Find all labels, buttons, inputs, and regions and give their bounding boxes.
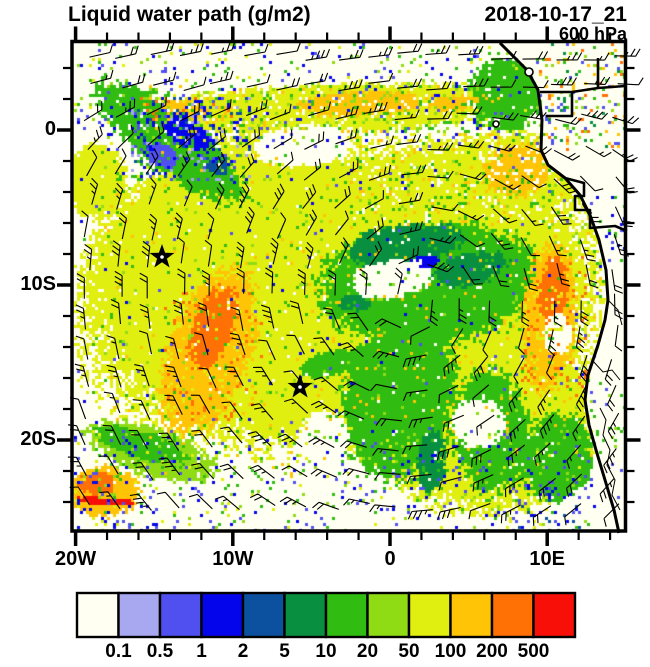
x-tick-label: 0 — [384, 548, 396, 570]
plot-title: Liquid water path (g/m2) — [68, 3, 311, 26]
colorbar-value-label: 1 — [196, 641, 207, 662]
lwp-field-canvas — [74, 43, 626, 531]
colorbar-value-label: 100 — [434, 641, 467, 662]
colorbar-value-label: 0.1 — [105, 641, 132, 662]
colorbar-value-label: 10 — [315, 641, 337, 662]
x-tick-label: 10E — [529, 548, 565, 570]
colorbar-value-label: 500 — [517, 641, 550, 662]
y-tick-label: 20S — [20, 428, 56, 450]
y-tick-label: 0 — [44, 118, 56, 140]
star-markers — [149, 244, 313, 398]
coastline-borders — [492, 41, 628, 534]
map-frame — [70, 39, 628, 533]
colorbar-value-label: 50 — [398, 641, 420, 662]
x-tick-label: 10W — [212, 548, 254, 570]
plot-datetime: 2018-10-17_21 — [484, 3, 627, 26]
x-tick-label: 20W — [55, 548, 97, 570]
colorbar-value-label: 200 — [476, 641, 508, 662]
axis-ticks — [57, 26, 641, 546]
colorbar-value-label: 0.5 — [146, 641, 174, 662]
y-tick-label: 10S — [20, 273, 56, 295]
colorbar — [75, 591, 577, 639]
colorbar-value-label: 20 — [356, 641, 379, 662]
colorbar-value-label: 5 — [279, 641, 290, 662]
colorbar-value-label: 2 — [237, 641, 249, 662]
wind-barbs — [67, 41, 644, 527]
